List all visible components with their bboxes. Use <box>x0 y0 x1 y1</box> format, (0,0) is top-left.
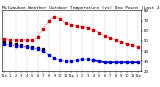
Text: Milwaukee Weather Outdoor Temperature (vs) Dew Point (Last 24 Hours): Milwaukee Weather Outdoor Temperature (v… <box>2 6 160 10</box>
